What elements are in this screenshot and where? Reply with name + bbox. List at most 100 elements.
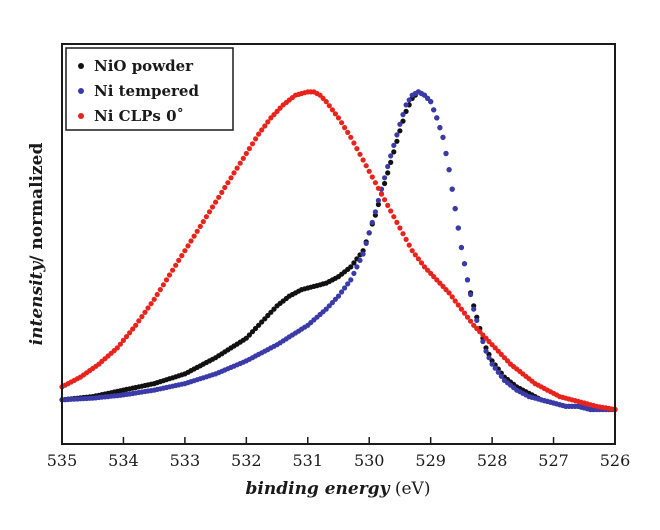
data-point — [495, 369, 501, 375]
data-point — [480, 338, 486, 345]
data-point — [449, 186, 455, 192]
data-point — [458, 306, 464, 312]
data-point — [339, 120, 345, 126]
data-point — [348, 277, 354, 283]
data-point — [464, 277, 471, 283]
data-point — [228, 175, 234, 181]
data-point — [406, 97, 412, 103]
legend-box — [65, 47, 234, 131]
data-point — [237, 160, 243, 166]
data-point — [157, 287, 163, 293]
data-point — [329, 300, 335, 306]
data-point — [139, 314, 145, 320]
data-point — [431, 274, 437, 280]
data-point — [428, 99, 434, 105]
data-point — [412, 252, 418, 258]
data-point — [378, 191, 385, 197]
data-point — [123, 334, 130, 340]
data-point — [461, 310, 468, 316]
data-point — [382, 197, 388, 203]
data-point — [483, 348, 489, 354]
data-point — [342, 125, 348, 131]
legend-label-ni-clps: Ni CLPs 0˚ — [94, 107, 184, 125]
data-point — [421, 264, 428, 270]
data-point — [400, 118, 406, 124]
data-point — [256, 322, 262, 328]
data-point — [357, 151, 363, 157]
data-point — [274, 108, 280, 114]
data-point — [382, 175, 388, 181]
series-1 — [59, 89, 618, 413]
data-point — [363, 240, 369, 246]
tick-marks — [61, 437, 616, 444]
data-point — [348, 134, 354, 140]
data-point — [385, 163, 391, 170]
data-point — [354, 146, 360, 152]
legend-label-ni-tempered: Ni tempered — [94, 82, 199, 100]
data-point — [246, 332, 252, 338]
data-point — [222, 184, 228, 191]
data-point — [194, 228, 200, 234]
data-point — [170, 267, 176, 273]
data-point — [385, 170, 391, 176]
data-point — [265, 312, 271, 319]
data-point — [348, 264, 354, 270]
data-point — [403, 102, 409, 108]
data-point — [388, 159, 394, 165]
data-point — [388, 153, 394, 159]
data-point — [188, 238, 194, 244]
data-point — [145, 305, 151, 311]
data-point — [154, 291, 160, 298]
data-point — [446, 290, 452, 296]
data-point — [130, 326, 136, 332]
data-point — [335, 115, 342, 121]
data-point — [403, 236, 409, 242]
data-point — [151, 296, 157, 302]
data-point — [391, 149, 397, 155]
x-tick-label: 535 — [47, 451, 78, 470]
data-point — [369, 219, 375, 225]
data-point — [363, 163, 369, 169]
data-point — [213, 199, 219, 205]
data-point — [480, 332, 486, 338]
data-point — [461, 261, 468, 267]
legend-marker-ni-tempered — [78, 88, 84, 94]
data-point — [265, 119, 271, 125]
data-point — [434, 277, 440, 283]
data-point — [391, 142, 397, 148]
data-point — [323, 99, 329, 105]
data-point — [262, 316, 268, 322]
x-tick-label: 529 — [415, 451, 446, 470]
data-point — [415, 256, 421, 262]
data-point — [406, 242, 412, 248]
series-2 — [59, 89, 618, 413]
data-point — [394, 219, 400, 225]
x-tick-label: 533 — [170, 451, 201, 470]
data-point — [231, 170, 237, 176]
data-point — [120, 337, 126, 343]
data-point — [277, 105, 283, 111]
data-point — [268, 115, 274, 121]
data-point — [166, 272, 173, 278]
data-point — [200, 219, 206, 225]
data-point — [418, 260, 425, 266]
data-point — [501, 355, 507, 361]
data-point — [492, 345, 498, 351]
legend-marker-nio — [78, 63, 84, 69]
data-point — [252, 325, 259, 332]
data-point — [335, 293, 342, 299]
y-axis-title: intensity/ normalized — [27, 143, 47, 346]
data-point — [409, 248, 415, 254]
data-point — [243, 150, 249, 157]
x-tick-label: 528 — [477, 451, 508, 470]
data-point — [366, 230, 372, 236]
data-point — [498, 351, 504, 357]
data-point — [388, 208, 394, 214]
data-point — [185, 243, 191, 249]
data-point — [366, 168, 372, 174]
data-point — [351, 270, 357, 276]
data-point — [173, 262, 179, 268]
data-point — [437, 280, 443, 286]
x-tick-label: 531 — [293, 451, 324, 470]
data-point — [431, 107, 437, 113]
